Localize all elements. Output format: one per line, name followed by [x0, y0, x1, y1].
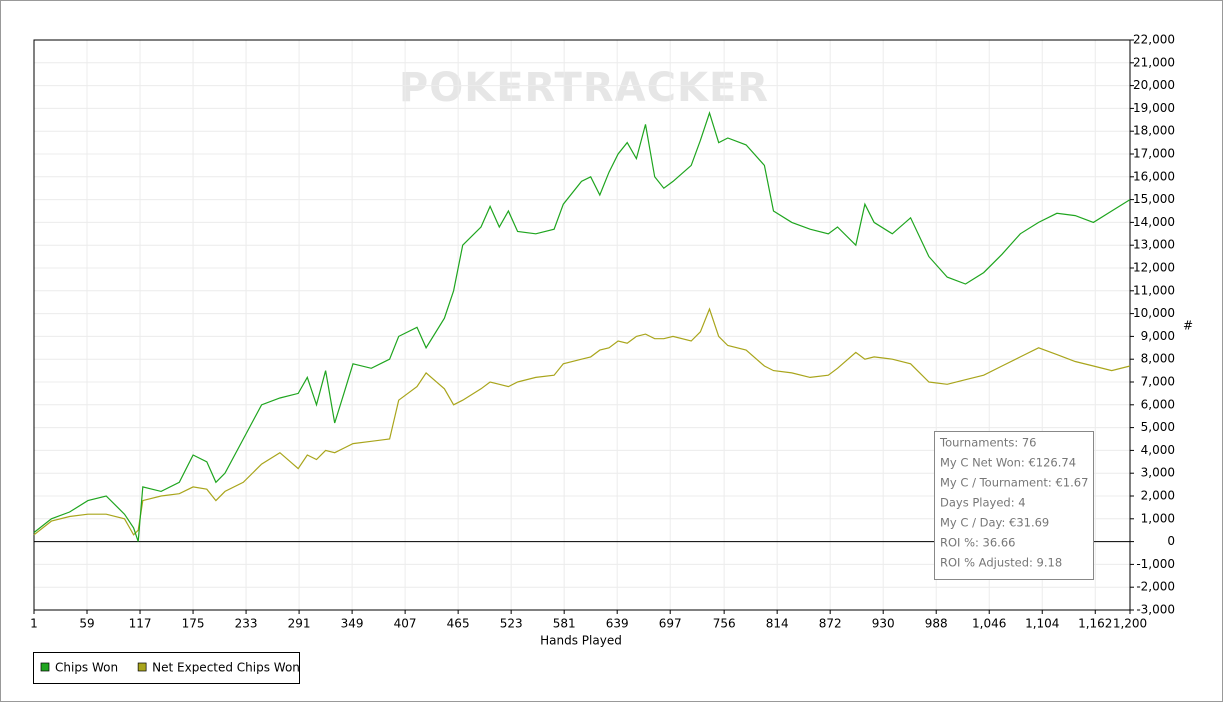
y-tick-label: 0	[1167, 534, 1175, 548]
x-tick-label: 697	[659, 617, 682, 631]
x-tick-label: 291	[288, 617, 311, 631]
x-tick-label: 1	[30, 617, 38, 631]
y-tick-label: 5,000	[1141, 420, 1175, 434]
y-tick-label: 13,000	[1133, 238, 1175, 252]
y-tick-label: 20,000	[1133, 78, 1175, 92]
x-tick-label: 349	[341, 617, 364, 631]
y-tick-label: 22,000	[1133, 33, 1175, 47]
y-tick-label: 12,000	[1133, 261, 1175, 275]
legend-label: Net Expected Chips Won	[152, 661, 300, 675]
y-tick-label: 8,000	[1141, 352, 1175, 366]
y-tick-label: 18,000	[1133, 124, 1175, 138]
x-tick-label: 1,104	[1025, 617, 1059, 631]
y-tick-label: 9,000	[1141, 329, 1175, 343]
y-tick-label: -1,000	[1136, 557, 1175, 571]
x-tick-label: 1,162	[1078, 617, 1112, 631]
y-tick-label: 10,000	[1133, 306, 1175, 320]
y-tick-label: 19,000	[1133, 101, 1175, 115]
series-line	[33, 307, 1131, 536]
x-tick-label: 756	[713, 617, 736, 631]
watermark: POKERTRACKER	[399, 65, 769, 111]
y-tick-label: 11,000	[1133, 283, 1175, 297]
y-tick-label: 21,000	[1133, 55, 1175, 69]
x-tick-label: 930	[872, 617, 895, 631]
y-tick-label: 1,000	[1141, 511, 1175, 525]
plot-area	[33, 39, 1131, 611]
legend-label: Chips Won	[55, 661, 118, 675]
y-tick-label: 16,000	[1133, 169, 1175, 183]
x-axis-label: Hands Played	[540, 634, 622, 648]
x-tick-label: 523	[500, 617, 523, 631]
y-tick-label: 15,000	[1133, 192, 1175, 206]
x-tick-label: 1,046	[972, 617, 1006, 631]
x-tick-label: 233	[235, 617, 258, 631]
stat-line: ROI %: 36.66	[940, 536, 1015, 550]
y-tick-label: 2,000	[1141, 489, 1175, 503]
stat-line: My C / Day: €31.69	[940, 516, 1049, 530]
x-tick-label: 59	[79, 617, 94, 631]
stat-line: Tournaments: 76	[939, 436, 1037, 450]
y-axis-label: #	[1183, 319, 1193, 333]
y-tick-label: 7,000	[1141, 375, 1175, 389]
legend-swatch	[137, 662, 147, 672]
x-tick-label: 581	[553, 617, 576, 631]
x-tick-label: 117	[129, 617, 152, 631]
stat-line: ROI % Adjusted: 9.18	[940, 556, 1062, 570]
x-tick-label: 465	[447, 617, 470, 631]
x-tick-label: 175	[182, 617, 205, 631]
y-tick-label: -3,000	[1136, 603, 1175, 617]
legend-box	[33, 652, 300, 684]
x-tick-label: 872	[819, 617, 842, 631]
legend-swatch	[40, 662, 50, 672]
y-tick-label: 17,000	[1133, 147, 1175, 161]
y-tick-label: 4,000	[1141, 443, 1175, 457]
y-tick-label: -2,000	[1136, 580, 1175, 594]
x-tick-label: 639	[606, 617, 629, 631]
x-tick-label: 1,200	[1113, 617, 1147, 631]
stat-line: Days Played: 4	[940, 496, 1026, 510]
series-line	[33, 111, 1131, 542]
y-tick-label: 3,000	[1141, 466, 1175, 480]
x-tick-label: 988	[925, 617, 948, 631]
x-tick-label: 407	[394, 617, 417, 631]
y-tick-label: 14,000	[1133, 215, 1175, 229]
x-tick-label: 814	[766, 617, 789, 631]
y-tick-label: 6,000	[1141, 397, 1175, 411]
stats-box	[934, 431, 1094, 580]
stat-line: My C / Tournament: €1.67	[940, 476, 1088, 490]
stat-line: My C Net Won: €126.74	[940, 456, 1076, 470]
